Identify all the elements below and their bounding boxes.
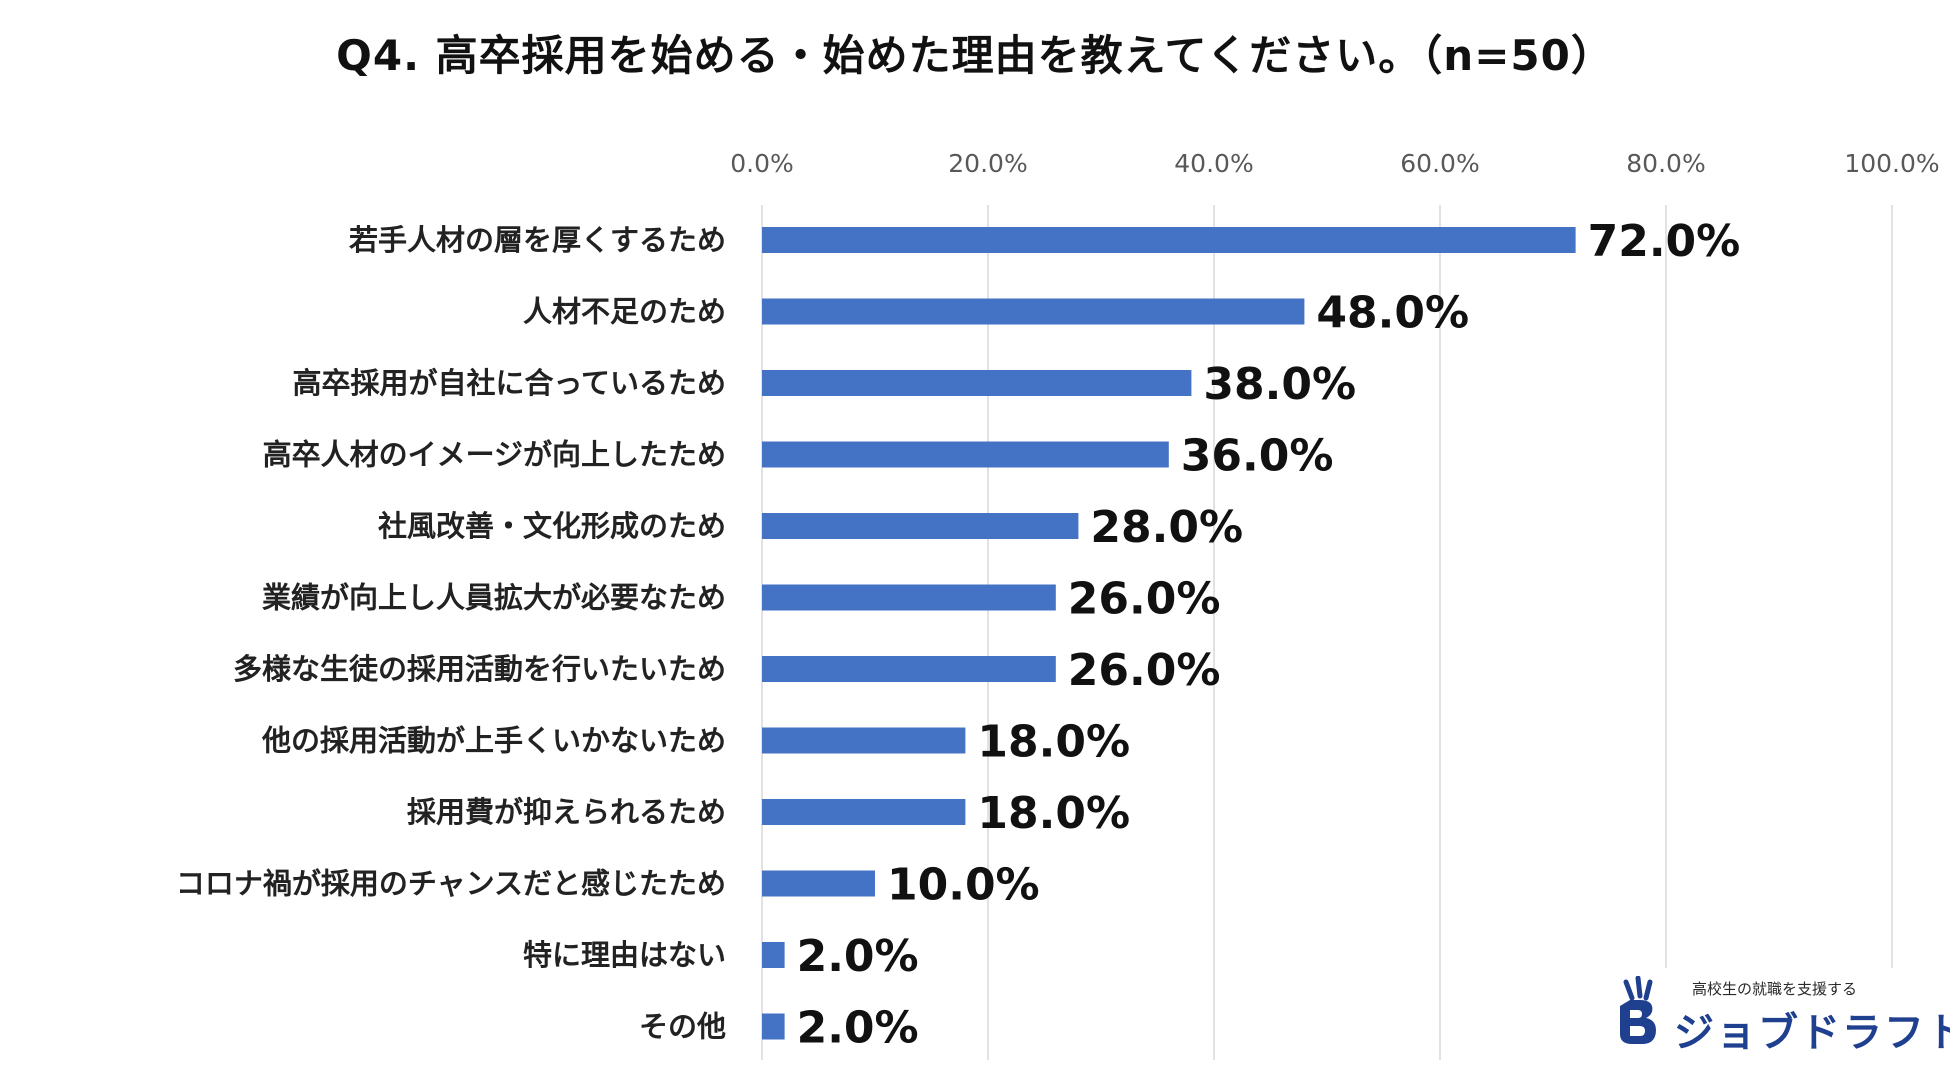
x-tick-label: 0.0% — [730, 149, 794, 178]
x-tick-label: 40.0% — [1174, 149, 1253, 178]
bar — [762, 656, 1056, 682]
category-label: 高卒人材のイメージが向上したため — [263, 438, 726, 472]
brand-name: ジョブドラフト — [1674, 1010, 1950, 1056]
data-labels: 72.0% 48.0% 38.0% 36.0% 28.0% 26.0% 26.0% 18.0%… — [797, 216, 1741, 1054]
data-label: 26.0% — [1068, 574, 1221, 625]
bar — [762, 942, 785, 968]
data-label: 10.0% — [887, 860, 1040, 911]
bar — [762, 370, 1192, 396]
x-tick-label: 100.0% — [1844, 149, 1939, 178]
bar — [762, 1013, 785, 1040]
data-label: 18.0% — [977, 717, 1130, 768]
data-label: 48.0% — [1316, 288, 1469, 339]
category-label: 特に理由はない — [523, 938, 726, 972]
gridlines — [761, 205, 1893, 1060]
category-label: 採用費が抑えられるため — [407, 795, 726, 829]
category-label: その他 — [639, 1010, 726, 1044]
data-label: 36.0% — [1181, 431, 1334, 482]
bar — [762, 584, 1056, 611]
data-label: 28.0% — [1090, 502, 1243, 553]
x-tick-label: 80.0% — [1626, 149, 1705, 178]
x-tick-label: 60.0% — [1400, 149, 1479, 178]
category-label: 多様な生徒の採用活動を行いたいため — [233, 652, 726, 686]
brand-mark-icon — [1620, 976, 1656, 1044]
data-label: 26.0% — [1068, 645, 1221, 696]
bar — [762, 227, 1576, 253]
brand-logo: 高校生の就職を支援する ジョブドラフト — [1612, 968, 1950, 1060]
data-label: 2.0% — [797, 1003, 919, 1054]
category-label: 人材不足のため — [523, 295, 726, 329]
category-label: コロナ禍が採用のチャンスだと感じたため — [176, 867, 726, 901]
data-label: 2.0% — [797, 931, 919, 982]
bar — [762, 799, 966, 825]
bar — [762, 870, 875, 897]
data-label: 18.0% — [977, 788, 1130, 839]
category-label: 社風改善・文化形成のため — [378, 509, 726, 543]
bar — [762, 727, 966, 754]
bars — [762, 227, 1576, 1040]
category-label: 若手人材の層を厚くするため — [349, 223, 726, 257]
x-tick-label: 20.0% — [948, 149, 1027, 178]
category-label: 他の採用活動が上手くいかないため — [261, 724, 726, 758]
chart-title: Q4. 高卒採用を始める・始めた理由を教えてください。（n=50） — [336, 31, 1614, 80]
data-label: 72.0% — [1588, 216, 1741, 267]
brand-tagline: 高校生の就職を支援する — [1692, 980, 1858, 998]
bar — [762, 298, 1305, 325]
category-labels: 若手人材の層を厚くするため人材不足のため高卒採用が自社に合っているため高卒人材の… — [176, 223, 726, 1044]
bar — [762, 441, 1169, 468]
category-label: 業績が向上し人員拡大が必要なため — [262, 581, 726, 615]
data-label: 38.0% — [1203, 359, 1356, 410]
x-axis-tick-labels: 0.0% 20.0% 40.0% 60.0% 80.0% 100.0% — [730, 149, 1939, 178]
bar — [762, 513, 1079, 539]
category-label: 高卒採用が自社に合っているため — [292, 366, 726, 400]
